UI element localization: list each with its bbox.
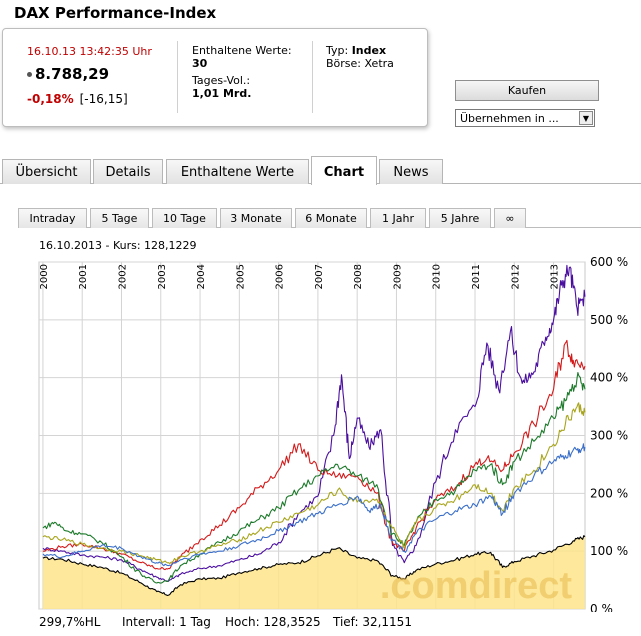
series-line (42, 264, 586, 583)
bullet-icon (27, 72, 32, 77)
watermark-logo: .comdirect (380, 565, 573, 607)
adopt-select[interactable]: Übernehmen in ... ▼ (455, 109, 595, 127)
range-10-days[interactable]: 10 Tage (152, 208, 217, 228)
quote-box: 16.10.13 13:42:35 Uhr 8.788,29 -0,18% [-1… (2, 28, 428, 127)
series-line (42, 339, 586, 571)
x-tick-label: 2001 (78, 264, 89, 289)
range-intraday[interactable]: Intraday (18, 208, 87, 228)
quote-timestamp: 16.10.13 13:42:35 Uhr (27, 45, 152, 58)
y-tick-label: 500 % (590, 313, 628, 327)
volume-value: 1,01 Mrd. (192, 87, 252, 100)
tab-constituents[interactable]: Enthaltene Werte (166, 159, 309, 184)
divider (177, 41, 178, 113)
quote-change: -0,18% [-16,15] (27, 92, 128, 106)
series-line (42, 372, 586, 584)
chevron-down-icon[interactable]: ▼ (579, 111, 593, 125)
divider (312, 41, 313, 113)
y-tick-label: 300 % (590, 429, 628, 443)
series-line (42, 535, 586, 597)
footer-interval: Intervall: 1 Tag (122, 615, 211, 629)
tab-overview[interactable]: Übersicht (2, 159, 91, 184)
buy-button[interactable]: Kaufen (455, 80, 599, 101)
x-tick-label: 2006 (275, 264, 286, 289)
range-1-year[interactable]: 1 Jahr (370, 208, 426, 228)
x-tick-label: 2009 (392, 264, 403, 289)
quote-details: Enthaltene Werte: 30 Tages-Vol.: 1,01 Mr… (192, 44, 292, 100)
exchange-value: Xetra (364, 57, 394, 70)
range-3-months[interactable]: 3 Monate (220, 208, 292, 228)
range-max[interactable]: ∞ (494, 208, 526, 228)
x-tick-label: 2013 (550, 264, 561, 289)
y-tick-label: 100 % (590, 544, 628, 558)
type-value: Index (351, 44, 387, 57)
volume-label: Tages-Vol.: (192, 74, 251, 87)
constituents-value: 30 (192, 57, 208, 70)
type-label: Typ: (326, 44, 349, 57)
quote-meta: Typ: Index Börse: Xetra (326, 44, 394, 70)
range-6-months[interactable]: 6 Monate (295, 208, 367, 228)
y-tick-label: 600 % (590, 255, 628, 269)
x-tick-label: 2005 (235, 264, 246, 289)
tab-chart[interactable]: Chart (311, 156, 377, 185)
series-line (42, 402, 586, 565)
footer-low: Tief: 32,1151 (333, 615, 412, 629)
page-title: DAX Performance-Index (14, 4, 217, 22)
adopt-select-value: Übernehmen in ... (460, 112, 559, 125)
x-tick-label: 2012 (510, 264, 521, 289)
x-tick-label: 2008 (353, 264, 364, 289)
chart-header: 16.10.2013 - Kurs: 128,1229 (39, 239, 197, 252)
x-tick-label: 2000 (39, 264, 50, 289)
y-tick-label: 0 % (590, 602, 613, 612)
performance-chart: 0 % 100 % 200 % 300 % 400 % 500 % 600 % 2000 200… (38, 255, 628, 612)
tab-bar: Übersicht Details Enthaltene Werte Chart… (0, 156, 641, 185)
x-tick-label: 2004 (196, 264, 207, 289)
range-5-days[interactable]: 5 Tage (90, 208, 149, 228)
x-tick-label: 2002 (117, 264, 128, 289)
x-tick-label: 2010 (432, 264, 443, 289)
x-tick-label: 2011 (471, 264, 482, 289)
y-tick-label: 200 % (590, 486, 628, 500)
change-percent: -0,18% (27, 92, 74, 106)
y-tick-label: 400 % (590, 371, 628, 385)
series-area-fill (42, 535, 585, 609)
constituents-label: Enthaltene Werte: (192, 44, 292, 57)
tab-details[interactable]: Details (93, 159, 163, 184)
change-absolute: [-16,15] (79, 92, 128, 106)
range-5-years[interactable]: 5 Jahre (429, 208, 491, 228)
tab-news[interactable]: News (379, 159, 443, 184)
footer-high: Hoch: 128,3525 (225, 615, 321, 629)
quote-price: 8.788,29 (27, 65, 109, 83)
exchange-label: Börse: (326, 57, 362, 70)
price-value: 8.788,29 (35, 65, 110, 83)
footer-hl: 299,7%HL (39, 615, 101, 629)
x-tick-label: 2003 (157, 264, 168, 289)
series-line (42, 443, 586, 567)
x-tick-label: 2007 (314, 264, 325, 289)
